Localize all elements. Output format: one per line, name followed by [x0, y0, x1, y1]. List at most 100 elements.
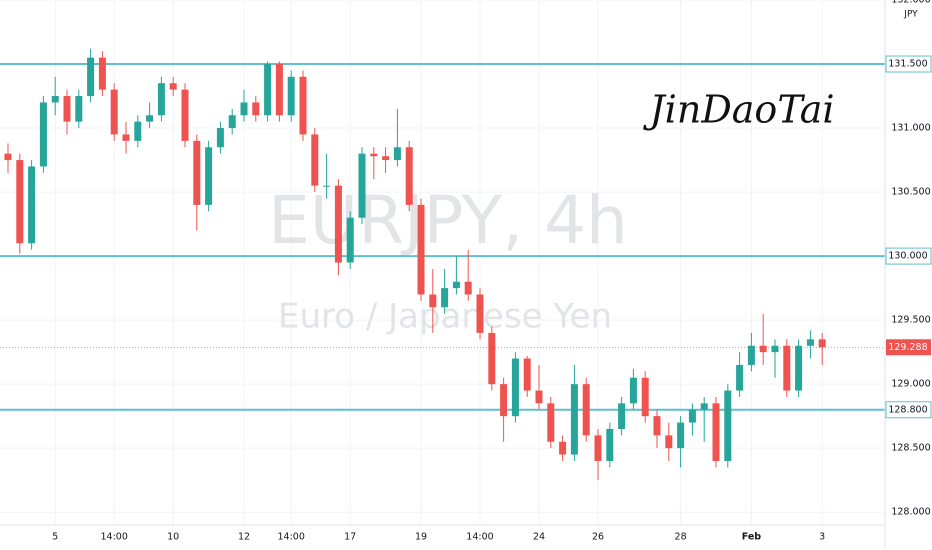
- candle-body: [39, 102, 47, 167]
- x-tick-label: 10: [167, 532, 179, 543]
- candle-body: [275, 64, 283, 116]
- candle-body: [323, 185, 331, 187]
- candle-body: [441, 288, 449, 308]
- level-label: 130.000: [888, 251, 927, 262]
- candle-body: [594, 435, 602, 461]
- candle-body: [181, 89, 189, 141]
- x-tick-label: 14:00: [466, 532, 493, 543]
- candle-body: [169, 83, 177, 90]
- candle-body: [629, 377, 637, 404]
- candle-body: [240, 102, 248, 116]
- candle-body: [488, 332, 496, 385]
- candle-body: [216, 128, 224, 148]
- x-tick-label: 19: [415, 532, 427, 543]
- x-tick-label: 3: [819, 532, 825, 543]
- candle-body: [500, 384, 508, 417]
- level-label-box: [885, 401, 932, 419]
- x-tick-label: Feb: [742, 532, 762, 543]
- last-price-box: [886, 339, 931, 356]
- candle-body: [193, 140, 201, 205]
- candle-body: [370, 153, 378, 157]
- candle-body: [134, 121, 142, 141]
- candle-body: [511, 358, 519, 417]
- candle-body: [382, 156, 390, 161]
- candle-body: [334, 185, 342, 263]
- candle-body: [771, 345, 779, 353]
- candle-body: [747, 345, 755, 365]
- last-price-label: 129.288: [888, 342, 927, 353]
- watermark-title: EURJPY, 4h: [268, 182, 628, 259]
- candle-body: [228, 115, 236, 129]
- candle-body: [16, 160, 24, 244]
- candle-body: [795, 345, 803, 391]
- candle-body: [570, 384, 578, 455]
- candle-body: [653, 416, 661, 436]
- candle-body: [429, 294, 437, 308]
- candle-body: [724, 390, 732, 461]
- x-tick-label: 14:00: [278, 532, 305, 543]
- x-tick-label: 5: [52, 532, 58, 543]
- y-tick-label: 128.000: [891, 507, 930, 518]
- candle-body: [75, 96, 83, 122]
- candle-body: [736, 364, 744, 391]
- level-label: 128.800: [888, 404, 927, 415]
- candle-body: [806, 339, 814, 346]
- candle-body: [582, 384, 590, 436]
- candle-body: [146, 115, 154, 122]
- candle-body: [712, 403, 720, 461]
- candle-body: [547, 403, 555, 442]
- candle-body: [358, 153, 366, 218]
- y-tick-label: 130.500: [891, 187, 930, 198]
- candle-body: [759, 345, 767, 353]
- candle-body: [523, 358, 531, 391]
- y-tick-label: 129.500: [891, 315, 930, 326]
- currency-label: JPY: [903, 10, 918, 20]
- level-label-box: [885, 55, 932, 73]
- signature: JinDaoTai: [642, 88, 834, 132]
- candle-body: [287, 76, 295, 116]
- candle-body: [87, 57, 95, 97]
- candle-body: [346, 217, 354, 263]
- candle-body: [122, 134, 130, 141]
- y-tick-label: 129.000: [891, 379, 930, 390]
- candle-body: [405, 147, 413, 205]
- y-tick-label: 128.500: [891, 443, 930, 454]
- candle-body: [252, 102, 260, 116]
- candle-body: [641, 377, 649, 417]
- candle-body: [417, 204, 425, 295]
- candle-body: [51, 96, 59, 103]
- level-label-box: [885, 247, 932, 265]
- candle-body: [535, 390, 543, 404]
- candle-body: [606, 428, 614, 461]
- candle-body: [476, 294, 484, 333]
- axes: 128.000 128.500 129.000 129.500 130.500 131.0…: [52, 0, 932, 543]
- candle-body: [264, 64, 272, 116]
- candle-body: [299, 76, 307, 135]
- candle-body: [559, 441, 567, 455]
- candle-body: [63, 96, 71, 122]
- x-tick-label: 14:00: [101, 532, 128, 543]
- y-tick-label: 131.000: [891, 123, 930, 134]
- candle-body: [452, 281, 460, 289]
- candle-body: [98, 57, 106, 90]
- x-tick-label: 17: [344, 532, 356, 543]
- candle-body: [783, 345, 791, 391]
- candle-body: [205, 147, 213, 205]
- x-tick-label: 28: [675, 532, 687, 543]
- candle-body: [110, 89, 118, 135]
- x-tick-label: 24: [533, 532, 545, 543]
- candle-body: [28, 166, 36, 244]
- candle-body: [4, 153, 12, 161]
- candle-body: [665, 435, 673, 449]
- level-label: 131.500: [888, 59, 927, 70]
- candle-body: [688, 409, 696, 423]
- y-tick-label: 132.000: [891, 0, 930, 6]
- candle-body: [393, 147, 401, 161]
- candle-body: [818, 339, 826, 348]
- x-tick-label: 26: [592, 532, 604, 543]
- candle-body: [677, 422, 685, 449]
- x-tick-label: 12: [238, 532, 250, 543]
- candle-body: [700, 403, 708, 410]
- candle-body: [157, 83, 165, 116]
